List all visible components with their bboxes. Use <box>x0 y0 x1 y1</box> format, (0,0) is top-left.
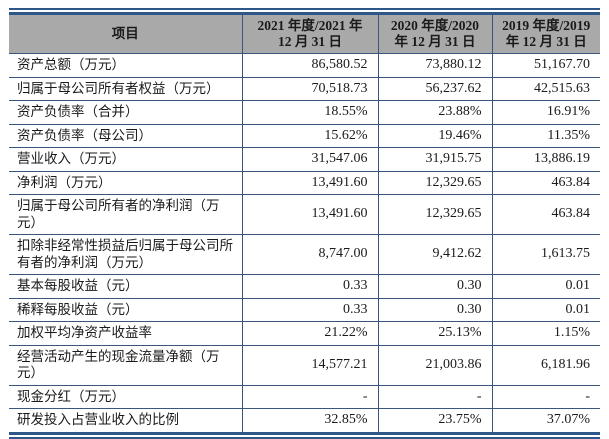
column-header-2021-line1: 2021 年度/2021 年 <box>257 18 363 33</box>
cell-value: 16.91% <box>491 100 600 125</box>
cell-value: 25.13% <box>377 321 493 346</box>
cell-value: 21,003.86 <box>377 344 493 386</box>
cell-value: 15.62% <box>241 123 379 148</box>
column-header-item-label: 项目 <box>111 26 139 41</box>
row-label: 研发投入占营业收入的比例 <box>9 408 243 432</box>
table-row-debt-ratio-parent: 资产负债率（母公司） 15.62% 19.46% 11.35% <box>9 123 600 148</box>
column-header-2020-line1: 2020 年度/2020 <box>390 18 480 33</box>
bottom-double-rule <box>9 431 600 439</box>
table-row-operating-cash-flow: 经营活动产生的现金流量净额（万元） 14,577.21 21,003.86 6,… <box>9 344 600 386</box>
row-label: 资产负债率（合并） <box>9 100 243 125</box>
row-label: 基本每股收益（元） <box>9 274 243 299</box>
table-row-basic-eps: 基本每股收益（元） 0.33 0.30 0.01 <box>9 274 600 299</box>
financial-indicators-document: 项目 2021 年度/2021 年 12 月 31 日 2020 年度/2020… <box>9 8 600 439</box>
table-row-net-profit: 净利润（万元） 13,491.60 12,329.65 463.84 <box>9 170 600 195</box>
table-row-net-profit-parent: 归属于母公司所有者的净利润（万元） 13,491.60 12,329.65 46… <box>9 194 600 235</box>
cell-value: 21.22% <box>241 321 379 346</box>
cell-value: 31,915.75 <box>377 147 493 172</box>
column-header-2021: 2021 年度/2021 年 12 月 31 日 <box>241 15 379 54</box>
cell-value: 51,167.70 <box>491 53 600 78</box>
cell-value: 0.33 <box>241 297 379 322</box>
cell-value: 1,613.75 <box>491 234 600 275</box>
column-header-2019-line1: 2019 年度/2019 <box>502 18 591 33</box>
table-row-diluted-eps: 稀释每股收益（元） 0.33 0.30 0.01 <box>9 297 600 322</box>
cell-value: 13,491.60 <box>241 170 379 195</box>
cell-value: 19.46% <box>377 123 493 148</box>
table-row-operating-revenue: 营业收入（万元） 31,547.06 31,915.75 13,886.19 <box>9 147 600 172</box>
row-label: 稀释每股收益（元） <box>9 297 243 322</box>
cell-value: 86,580.52 <box>241 53 379 78</box>
column-header-item: 项目 <box>9 15 243 54</box>
table-row-cash-dividend: 现金分红（万元） - - - <box>9 384 600 409</box>
cell-value: 12,329.65 <box>377 170 493 195</box>
cell-value: 70,518.73 <box>241 76 379 101</box>
row-label: 资产负债率（母公司） <box>9 123 243 148</box>
column-header-2020: 2020 年度/2020 年 12 月 31 日 <box>377 15 493 54</box>
cell-value: 0.30 <box>377 274 493 299</box>
row-label: 现金分红（万元） <box>9 384 243 409</box>
financial-indicators-table: 项目 2021 年度/2021 年 12 月 31 日 2020 年度/2020… <box>9 15 600 432</box>
cell-value: 11.35% <box>491 123 600 148</box>
cell-value: 31,547.06 <box>241 147 379 172</box>
table-row-weighted-avg-roe: 加权平均净资产收益率 21.22% 25.13% 1.15% <box>9 321 600 346</box>
cell-value: 37.07% <box>491 408 600 432</box>
column-header-2019-line2: 年 12 月 31 日 <box>505 34 587 49</box>
cell-value: 463.84 <box>491 170 600 195</box>
table-row-debt-ratio-consolidated: 资产负债率（合并） 18.55% 23.88% 16.91% <box>9 100 600 125</box>
row-label: 归属于母公司所有者权益（万元） <box>9 76 243 101</box>
cell-value: 8,747.00 <box>241 234 379 275</box>
table-row-total-assets: 资产总额（万元） 86,580.52 73,880.12 51,167.70 <box>9 53 600 78</box>
cell-value: 13,886.19 <box>491 147 600 172</box>
cell-value: 0.01 <box>491 297 600 322</box>
cell-value: 32.85% <box>241 408 379 432</box>
row-label: 经营活动产生的现金流量净额（万元） <box>9 344 243 386</box>
row-label: 营业收入（万元） <box>9 147 243 172</box>
table-row-parent-equity: 归属于母公司所有者权益（万元） 70,518.73 56,237.62 42,5… <box>9 76 600 101</box>
column-header-2019: 2019 年度/2019 年 12 月 31 日 <box>491 15 600 54</box>
top-double-rule <box>9 8 600 15</box>
cell-value: 73,880.12 <box>377 53 493 78</box>
row-label: 扣除非经常性损益后归属于母公司所有者的净利润（万元） <box>9 234 243 275</box>
cell-value: - <box>377 384 493 409</box>
cell-value: 0.33 <box>241 274 379 299</box>
cell-value: 18.55% <box>241 100 379 125</box>
cell-value: 13,491.60 <box>241 194 379 235</box>
cell-value: 1.15% <box>491 321 600 346</box>
cell-value: 12,329.65 <box>377 194 493 235</box>
row-label: 净利润（万元） <box>9 170 243 195</box>
column-header-2021-line2: 12 月 31 日 <box>277 34 343 49</box>
table-header-row: 项目 2021 年度/2021 年 12 月 31 日 2020 年度/2020… <box>9 15 600 54</box>
cell-value: 463.84 <box>491 194 600 235</box>
cell-value: 0.01 <box>491 274 600 299</box>
cell-value: - <box>491 384 600 409</box>
cell-value: 23.88% <box>377 100 493 125</box>
cell-value: 23.75% <box>377 408 493 432</box>
table-row-rd-ratio: 研发投入占营业收入的比例 32.85% 23.75% 37.07% <box>9 408 600 432</box>
cell-value: 0.30 <box>377 297 493 322</box>
table-row-net-profit-parent-excl-nonrecurring: 扣除非经常性损益后归属于母公司所有者的净利润（万元） 8,747.00 9,41… <box>9 234 600 275</box>
column-header-2020-line2: 年 12 月 31 日 <box>394 34 476 49</box>
cell-value: - <box>241 384 379 409</box>
cell-value: 56,237.62 <box>377 76 493 101</box>
cell-value: 14,577.21 <box>241 344 379 386</box>
cell-value: 42,515.63 <box>491 76 600 101</box>
cell-value: 6,181.96 <box>491 344 600 386</box>
row-label: 资产总额（万元） <box>9 53 243 78</box>
row-label: 加权平均净资产收益率 <box>9 321 243 346</box>
row-label: 归属于母公司所有者的净利润（万元） <box>9 194 243 235</box>
cell-value: 9,412.62 <box>377 234 493 275</box>
